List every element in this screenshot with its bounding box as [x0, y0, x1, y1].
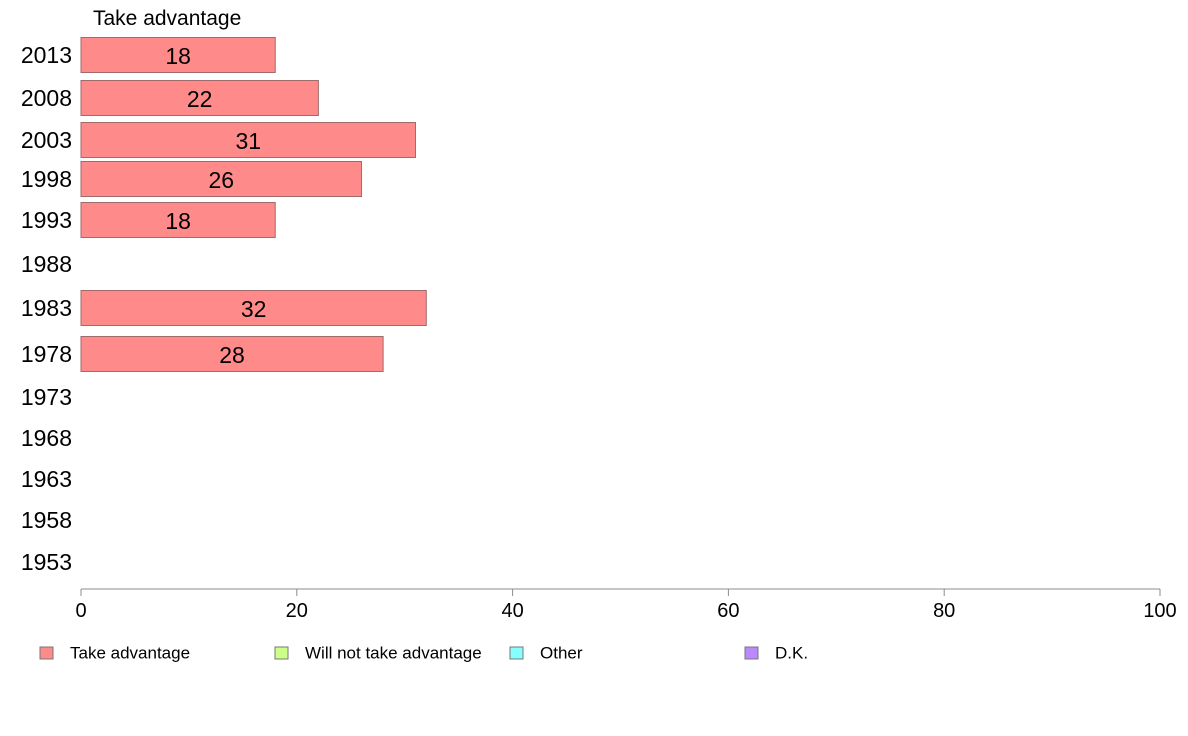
bar	[80, 37, 276, 73]
bar-value-label: 18	[165, 43, 191, 69]
x-tick-label: 40	[501, 600, 523, 622]
legend-swatch	[39, 646, 54, 660]
bar-value-label: 18	[165, 208, 191, 234]
legend-swatch	[509, 646, 524, 660]
y-tick-label: 1973	[21, 384, 72, 410]
y-tick-label: 1988	[21, 251, 72, 277]
y-tick-label: 2003	[21, 127, 72, 153]
bar-value-label: 28	[219, 342, 245, 368]
y-axis-tick-labels: 2013 2008 2003 1998 1993 1988 1983 1978 1973 1968…	[21, 42, 72, 575]
panel-title: Take advantage	[93, 7, 241, 30]
bar-value-label: 22	[187, 86, 213, 112]
x-tick-label: 0	[75, 600, 86, 622]
legend: Take advantage Will not take advantage Oth…	[39, 644, 808, 663]
y-tick-label: 1958	[21, 507, 72, 533]
y-tick-label: 1998	[21, 166, 72, 192]
y-tick-label: 1968	[21, 425, 72, 451]
x-axis: 0 20 40 60 80 100	[75, 588, 1177, 622]
y-tick-label: 2013	[21, 42, 72, 68]
bar	[80, 161, 363, 197]
y-tick-label: 2008	[21, 85, 72, 111]
bar	[80, 80, 319, 116]
y-tick-label: 1983	[21, 295, 72, 321]
bar	[80, 336, 384, 372]
x-tick-label: 100	[1143, 600, 1176, 622]
bar	[80, 202, 276, 238]
bar-value-label: 31	[235, 128, 261, 154]
y-tick-label: 1978	[21, 341, 72, 367]
bar	[80, 290, 427, 326]
y-tick-label: 1993	[21, 207, 72, 233]
legend-label: D.K.	[775, 644, 808, 663]
legend-label: Take advantage	[70, 644, 190, 663]
bar	[80, 122, 416, 158]
x-tick-label: 60	[717, 600, 739, 622]
x-tick-label: 20	[286, 600, 308, 622]
bar-value-label: 26	[208, 167, 234, 193]
bar-value-label: 32	[241, 296, 267, 322]
y-tick-label: 1963	[21, 466, 72, 492]
legend-swatch	[274, 646, 289, 660]
x-tick-label: 80	[933, 600, 955, 622]
legend-swatch	[744, 646, 759, 660]
legend-label: Other	[540, 644, 583, 663]
legend-label: Will not take advantage	[305, 644, 482, 663]
y-tick-label: 1953	[21, 549, 72, 575]
